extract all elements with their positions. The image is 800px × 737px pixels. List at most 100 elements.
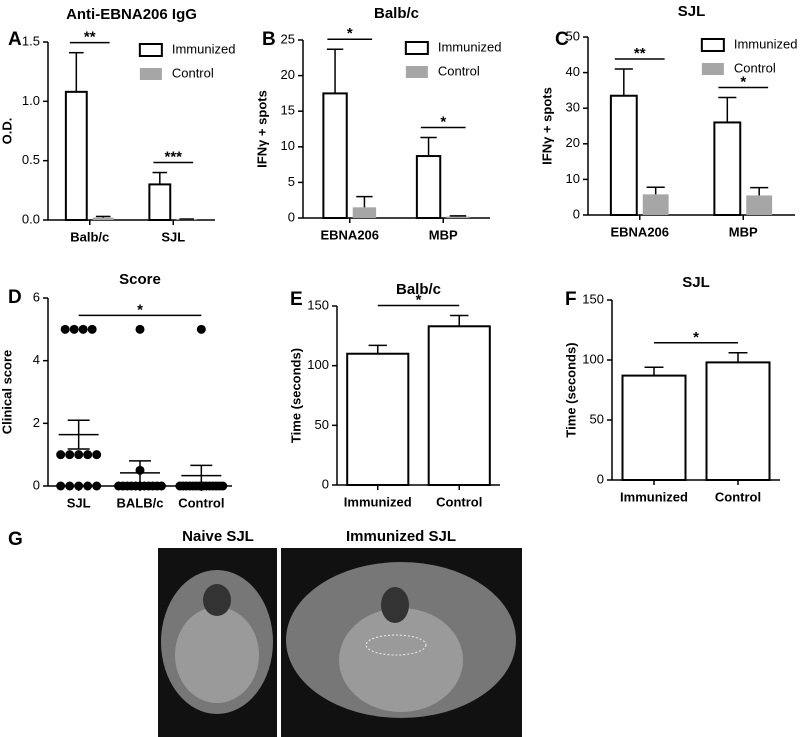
y-tick-label: 30 xyxy=(566,100,580,115)
legend-swatch xyxy=(139,68,162,80)
y-tick-label: 50 xyxy=(590,411,604,426)
bar xyxy=(642,194,669,215)
y-tick-label: 2 xyxy=(33,415,40,430)
panel-letter: B xyxy=(262,29,276,50)
data-point xyxy=(56,450,66,460)
y-tick-label: 50 xyxy=(315,417,329,432)
legend-swatch xyxy=(701,63,724,75)
bar xyxy=(427,325,491,486)
data-point xyxy=(78,324,88,334)
y-tick-label: 0 xyxy=(33,477,40,492)
y-tick-label: 50 xyxy=(566,28,580,43)
significance-label: ** xyxy=(84,29,96,46)
x-tick-label: Immunized xyxy=(344,494,412,509)
data-point xyxy=(83,450,93,460)
y-tick-label: 0.0 xyxy=(22,211,40,226)
legend-label: Immunized xyxy=(438,39,502,54)
data-point xyxy=(135,324,145,334)
significance-label: * xyxy=(347,25,353,42)
y-axis-label: IFNγ + spots xyxy=(539,87,554,165)
mri-trachea xyxy=(203,584,231,616)
data-point xyxy=(56,481,66,491)
data-point xyxy=(196,324,206,334)
mri-brain xyxy=(175,607,259,703)
data-point xyxy=(60,324,70,334)
bar xyxy=(415,155,442,219)
y-axis-label: Time (seconds) xyxy=(288,348,303,443)
chart-title: Score xyxy=(119,271,161,288)
significance-label: * xyxy=(440,114,446,131)
data-point xyxy=(74,481,84,491)
bar xyxy=(148,183,172,221)
chart-title: SJL xyxy=(678,3,706,20)
data-point xyxy=(218,481,228,491)
y-tick-label: 10 xyxy=(566,171,580,186)
panel-letter: F xyxy=(565,289,577,310)
y-tick-label: 40 xyxy=(566,64,580,79)
chart-title: Balb/c xyxy=(374,5,419,22)
x-tick-label: SJL xyxy=(161,229,185,244)
panel-letter: A xyxy=(8,29,22,50)
legend-label: Control xyxy=(438,63,480,78)
lesion-outline xyxy=(365,634,427,656)
y-tick-label: 150 xyxy=(307,297,329,312)
legend-label: Control xyxy=(734,60,776,75)
y-axis-label: Clinical score xyxy=(0,350,14,435)
y-tick-label: 0 xyxy=(322,476,329,491)
panel-letter: E xyxy=(290,289,303,310)
panel-letter: D xyxy=(8,287,22,308)
y-tick-label: 0.5 xyxy=(22,152,40,167)
data-point xyxy=(156,481,166,491)
data-point xyxy=(87,324,97,334)
x-tick-label: EBNA206 xyxy=(610,224,669,239)
x-tick-label: EBNA206 xyxy=(320,227,379,242)
y-tick-label: 20 xyxy=(281,67,295,82)
y-tick-label: 6 xyxy=(33,289,40,304)
y-tick-label: 1.5 xyxy=(22,33,40,48)
image-title: Immunized SJL xyxy=(346,528,456,545)
legend-label: Immunized xyxy=(734,36,798,51)
significance-label: * xyxy=(693,329,699,346)
bar xyxy=(713,121,742,216)
legend-label: Immunized xyxy=(172,41,236,56)
y-tick-label: 0 xyxy=(573,206,580,221)
data-point xyxy=(92,450,102,460)
legend-swatch xyxy=(405,66,428,78)
significance-label: * xyxy=(740,73,746,90)
bar xyxy=(352,207,377,218)
chart-title: SJL xyxy=(682,274,710,291)
legend-swatch xyxy=(138,43,163,57)
significance-label: ** xyxy=(634,45,646,62)
y-tick-label: 100 xyxy=(307,357,329,372)
chart-title: Anti-EBNA206 IgG xyxy=(66,6,197,23)
y-tick-label: 0 xyxy=(597,471,604,486)
legend-swatch xyxy=(404,41,429,55)
x-tick-label: BALB/c xyxy=(117,495,164,510)
data-point xyxy=(83,481,93,491)
data-point xyxy=(65,450,75,460)
data-point xyxy=(74,450,84,460)
x-tick-label: Control xyxy=(715,489,761,504)
significance-label: * xyxy=(416,292,422,309)
y-tick-label: 25 xyxy=(281,31,295,46)
x-tick-label: SJL xyxy=(67,495,91,510)
chart-title: Balb/c xyxy=(396,281,441,298)
bar xyxy=(92,217,114,220)
significance-label: * xyxy=(137,301,143,318)
image-panel: G Naive SJL Immunized SJL xyxy=(8,528,522,737)
data-point xyxy=(65,481,75,491)
y-tick-label: 10 xyxy=(281,138,295,153)
x-tick-label: Control xyxy=(436,494,482,509)
panel-letter: G xyxy=(8,529,23,550)
bar xyxy=(346,352,410,486)
x-tick-label: Immunized xyxy=(620,489,688,504)
y-tick-label: 1.0 xyxy=(22,93,40,108)
data-point xyxy=(69,324,79,334)
x-tick-label: MBP xyxy=(729,224,758,239)
bar xyxy=(746,195,773,215)
significance-label: *** xyxy=(164,149,182,166)
mri-trachea xyxy=(381,587,409,623)
bar xyxy=(322,92,348,219)
x-tick-label: MBP xyxy=(429,227,458,242)
